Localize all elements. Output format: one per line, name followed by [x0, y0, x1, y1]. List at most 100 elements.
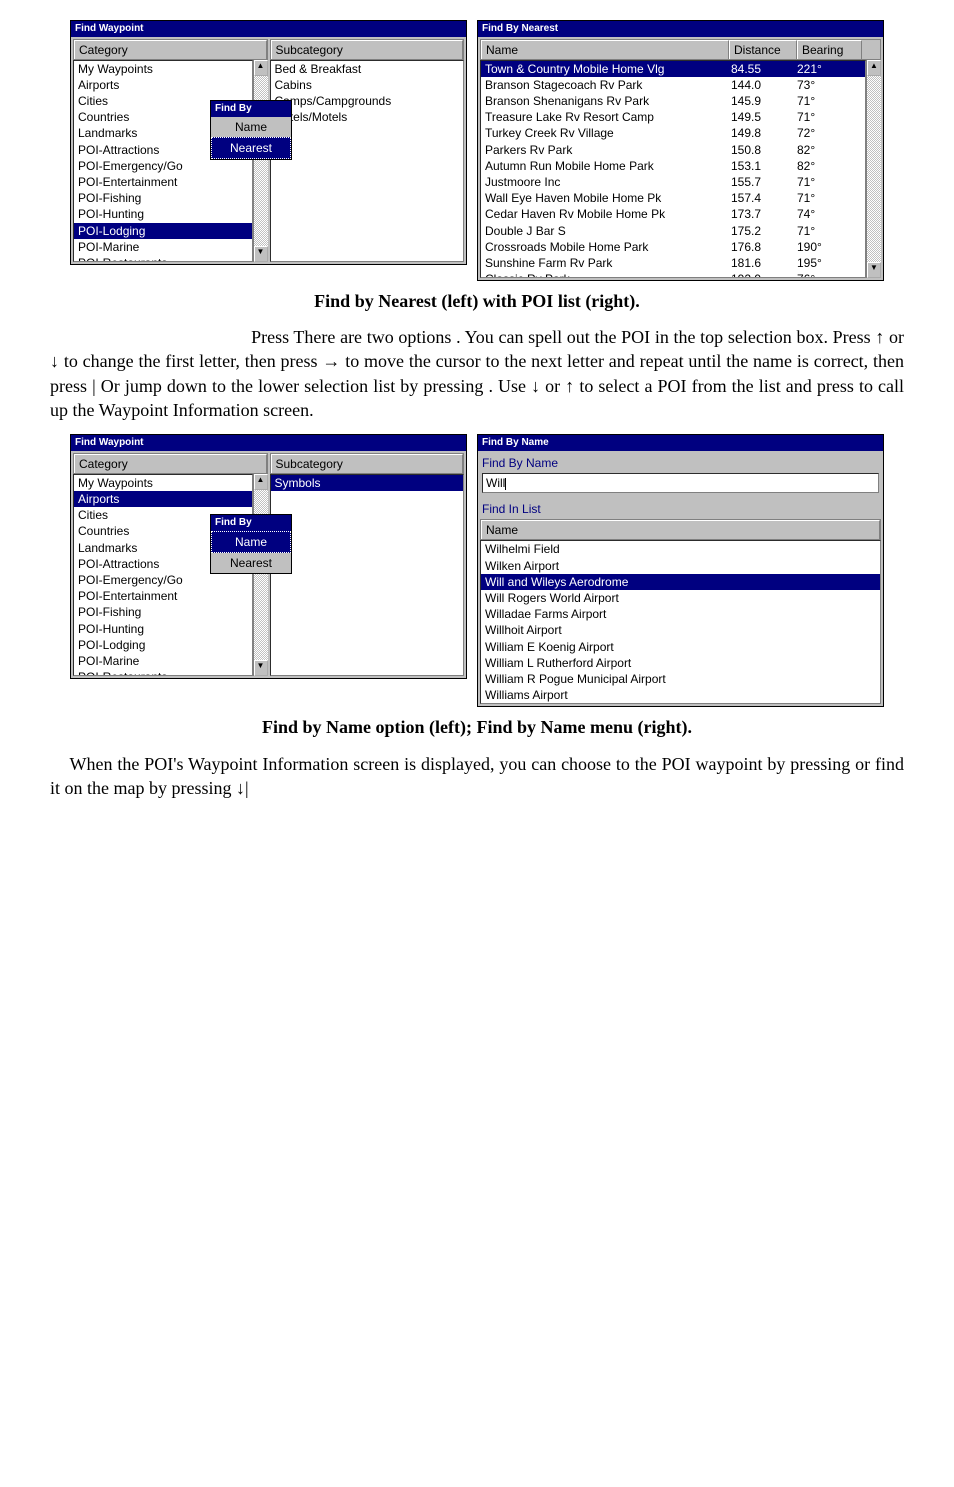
- paragraph-2-text: When the POI's Waypoint Information scre…: [50, 754, 904, 798]
- text-cursor: [505, 478, 506, 490]
- list-item[interactable]: POI-Marine: [74, 653, 252, 669]
- popup-item[interactable]: Name: [211, 117, 291, 137]
- table-row[interactable]: Turkey Creek Rv Village149.872°: [481, 125, 865, 141]
- list-item[interactable]: William L Rutherford Airport: [481, 655, 880, 671]
- table-row[interactable]: Treasure Lake Rv Resort Camp149.571°: [481, 109, 865, 125]
- list-item[interactable]: POI-Fishing: [74, 604, 252, 620]
- caption-2: Find by Name option (left); Find by Name…: [50, 715, 904, 739]
- list-item[interactable]: POI-Lodging: [74, 223, 252, 239]
- category-header: Category: [74, 454, 267, 473]
- popup-items: NameNearest: [211, 531, 291, 573]
- table-row[interactable]: Branson Stagecoach Rv Park144.073°: [481, 77, 865, 93]
- list-item[interactable]: My Waypoints: [74, 475, 252, 491]
- list-item[interactable]: POI-Hunting: [74, 206, 252, 222]
- category-list[interactable]: My WaypointsAirportsCitiesCountriesLandm…: [73, 60, 253, 262]
- titlebar: Find By Name: [478, 435, 883, 451]
- window-body: Name Distance Bearing Town & Country Mob…: [478, 37, 883, 280]
- list-item[interactable]: Williams Airport: [481, 687, 880, 703]
- list-item[interactable]: Wilhelmi Field: [481, 541, 880, 557]
- list-item[interactable]: POI-Restaurants: [74, 669, 252, 676]
- scrollbar[interactable]: ▲ ▼: [253, 60, 268, 262]
- nearest-list[interactable]: Town & Country Mobile Home Vlg84.55221°B…: [480, 60, 866, 278]
- list-item[interactable]: Hotels/Motels: [271, 109, 464, 125]
- table-row[interactable]: Parkers Rv Park150.882°: [481, 142, 865, 158]
- table-row[interactable]: Justmoore Inc155.771°: [481, 174, 865, 190]
- find-in-list-label: Find In List: [480, 499, 881, 519]
- category-list[interactable]: My WaypointsAirportsCitiesCountriesLandm…: [73, 474, 253, 676]
- popup-title: Find By: [211, 515, 291, 531]
- window-body: Find By Name Will Find In List Name Wilh…: [478, 451, 883, 707]
- figure-1-row: Find Waypoint Category My WaypointsAirpo…: [50, 20, 904, 281]
- list-item[interactable]: Willhoit Airport: [481, 622, 880, 638]
- table-row[interactable]: Town & Country Mobile Home Vlg84.55221°: [481, 61, 865, 77]
- name-input-value: Will: [486, 476, 505, 490]
- list-item[interactable]: POI-Entertainment: [74, 588, 252, 604]
- table-row[interactable]: Cedar Haven Rv Mobile Home Pk173.774°: [481, 206, 865, 222]
- scrollbar[interactable]: ▲ ▼: [866, 60, 881, 278]
- popup-title: Find By: [211, 101, 291, 117]
- list-item[interactable]: My Waypoints: [74, 61, 252, 77]
- list-item[interactable]: William R Pogue Municipal Airport: [481, 671, 880, 687]
- titlebar: Find Waypoint: [71, 21, 466, 37]
- subcategory-list[interactable]: Bed & BreakfastCabinsCamps/CampgroundsHo…: [270, 60, 465, 262]
- scroll-down[interactable]: ▼: [254, 246, 268, 262]
- figure-2-row: Find Waypoint Category My WaypointsAirpo…: [50, 434, 904, 707]
- scroll-up[interactable]: ▲: [254, 474, 268, 490]
- list-item[interactable]: POI-Marine: [74, 239, 252, 255]
- list-item[interactable]: Will Rogers World Airport: [481, 590, 880, 606]
- list-header: Name Distance Bearing: [480, 39, 881, 60]
- list-item[interactable]: Airports: [74, 77, 252, 93]
- table-row[interactable]: Branson Shenanigans Rv Park145.971°: [481, 93, 865, 109]
- scroll-down[interactable]: ▼: [867, 262, 881, 278]
- table-row[interactable]: Sunshine Farm Rv Park181.6195°: [481, 255, 865, 271]
- name-list[interactable]: Wilhelmi FieldWilken AirportWill and Wil…: [480, 540, 881, 704]
- caption-1: Find by Nearest (left) with POI list (ri…: [50, 289, 904, 313]
- scrollbar[interactable]: ▲ ▼: [253, 474, 268, 676]
- category-header: Category: [74, 40, 267, 59]
- scroll-track[interactable]: [867, 76, 881, 262]
- list-item[interactable]: Symbols: [271, 475, 464, 491]
- scroll-up[interactable]: ▲: [254, 60, 268, 76]
- table-row[interactable]: Autumn Run Mobile Home Park153.182°: [481, 158, 865, 174]
- list-item[interactable]: Will and Wileys Aerodrome: [481, 574, 880, 590]
- list-item[interactable]: Willadae Farms Airport: [481, 606, 880, 622]
- subcategory-list[interactable]: Symbols: [270, 474, 465, 676]
- figure-2-left-wrap: Find Waypoint Category My WaypointsAirpo…: [70, 434, 467, 707]
- popup-item[interactable]: Nearest: [211, 137, 291, 159]
- scroll-down[interactable]: ▼: [254, 660, 268, 676]
- name-col: Name: [481, 40, 729, 59]
- table-row[interactable]: Classic Rv Park192.976°: [481, 271, 865, 278]
- paragraph-2: When the POI's Waypoint Information scre…: [50, 752, 904, 801]
- table-row[interactable]: Crossroads Mobile Home Park176.8190°: [481, 239, 865, 255]
- list-item[interactable]: Camps/Campgrounds: [271, 93, 464, 109]
- subcategory-header: Subcategory: [271, 454, 464, 473]
- popup-items: NameNearest: [211, 117, 291, 159]
- find-by-popup-2: Find By NameNearest: [210, 514, 292, 574]
- popup-item[interactable]: Name: [211, 531, 291, 553]
- list-item[interactable]: POI-Fishing: [74, 190, 252, 206]
- list-item[interactable]: POI-Hunting: [74, 621, 252, 637]
- name-input[interactable]: Will: [482, 473, 879, 493]
- table-row[interactable]: Wall Eye Haven Mobile Home Pk157.471°: [481, 190, 865, 206]
- list-item[interactable]: William E Koenig Airport: [481, 639, 880, 655]
- figure-1-left-wrap: Find Waypoint Category My WaypointsAirpo…: [70, 20, 467, 281]
- popup-item[interactable]: Nearest: [211, 553, 291, 573]
- list-item[interactable]: POI-Lodging: [74, 637, 252, 653]
- paragraph-1: Press There are two options . You can sp…: [50, 325, 904, 422]
- list-item[interactable]: POI-Entertainment: [74, 174, 252, 190]
- find-by-popup-1: Find By NameNearest: [210, 100, 292, 160]
- list-item[interactable]: POI-Emergency/Go: [74, 158, 252, 174]
- list-item[interactable]: Bed & Breakfast: [271, 61, 464, 77]
- list-item[interactable]: Williamsburg-Jamestown Airport: [481, 703, 880, 704]
- list-item[interactable]: POI-Restaurants: [74, 255, 252, 262]
- table-row[interactable]: Double J Bar S175.271°: [481, 223, 865, 239]
- name-col-header: Name: [481, 520, 880, 539]
- list-item[interactable]: Wilken Airport: [481, 558, 880, 574]
- titlebar: Find Waypoint: [71, 435, 466, 451]
- bearing-col: Bearing: [797, 40, 862, 59]
- list-item[interactable]: Airports: [74, 491, 252, 507]
- find-by-name-label: Find By Name: [480, 453, 881, 473]
- list-item[interactable]: POI-Emergency/Go: [74, 572, 252, 588]
- list-item[interactable]: Cabins: [271, 77, 464, 93]
- scroll-up[interactable]: ▲: [867, 60, 881, 76]
